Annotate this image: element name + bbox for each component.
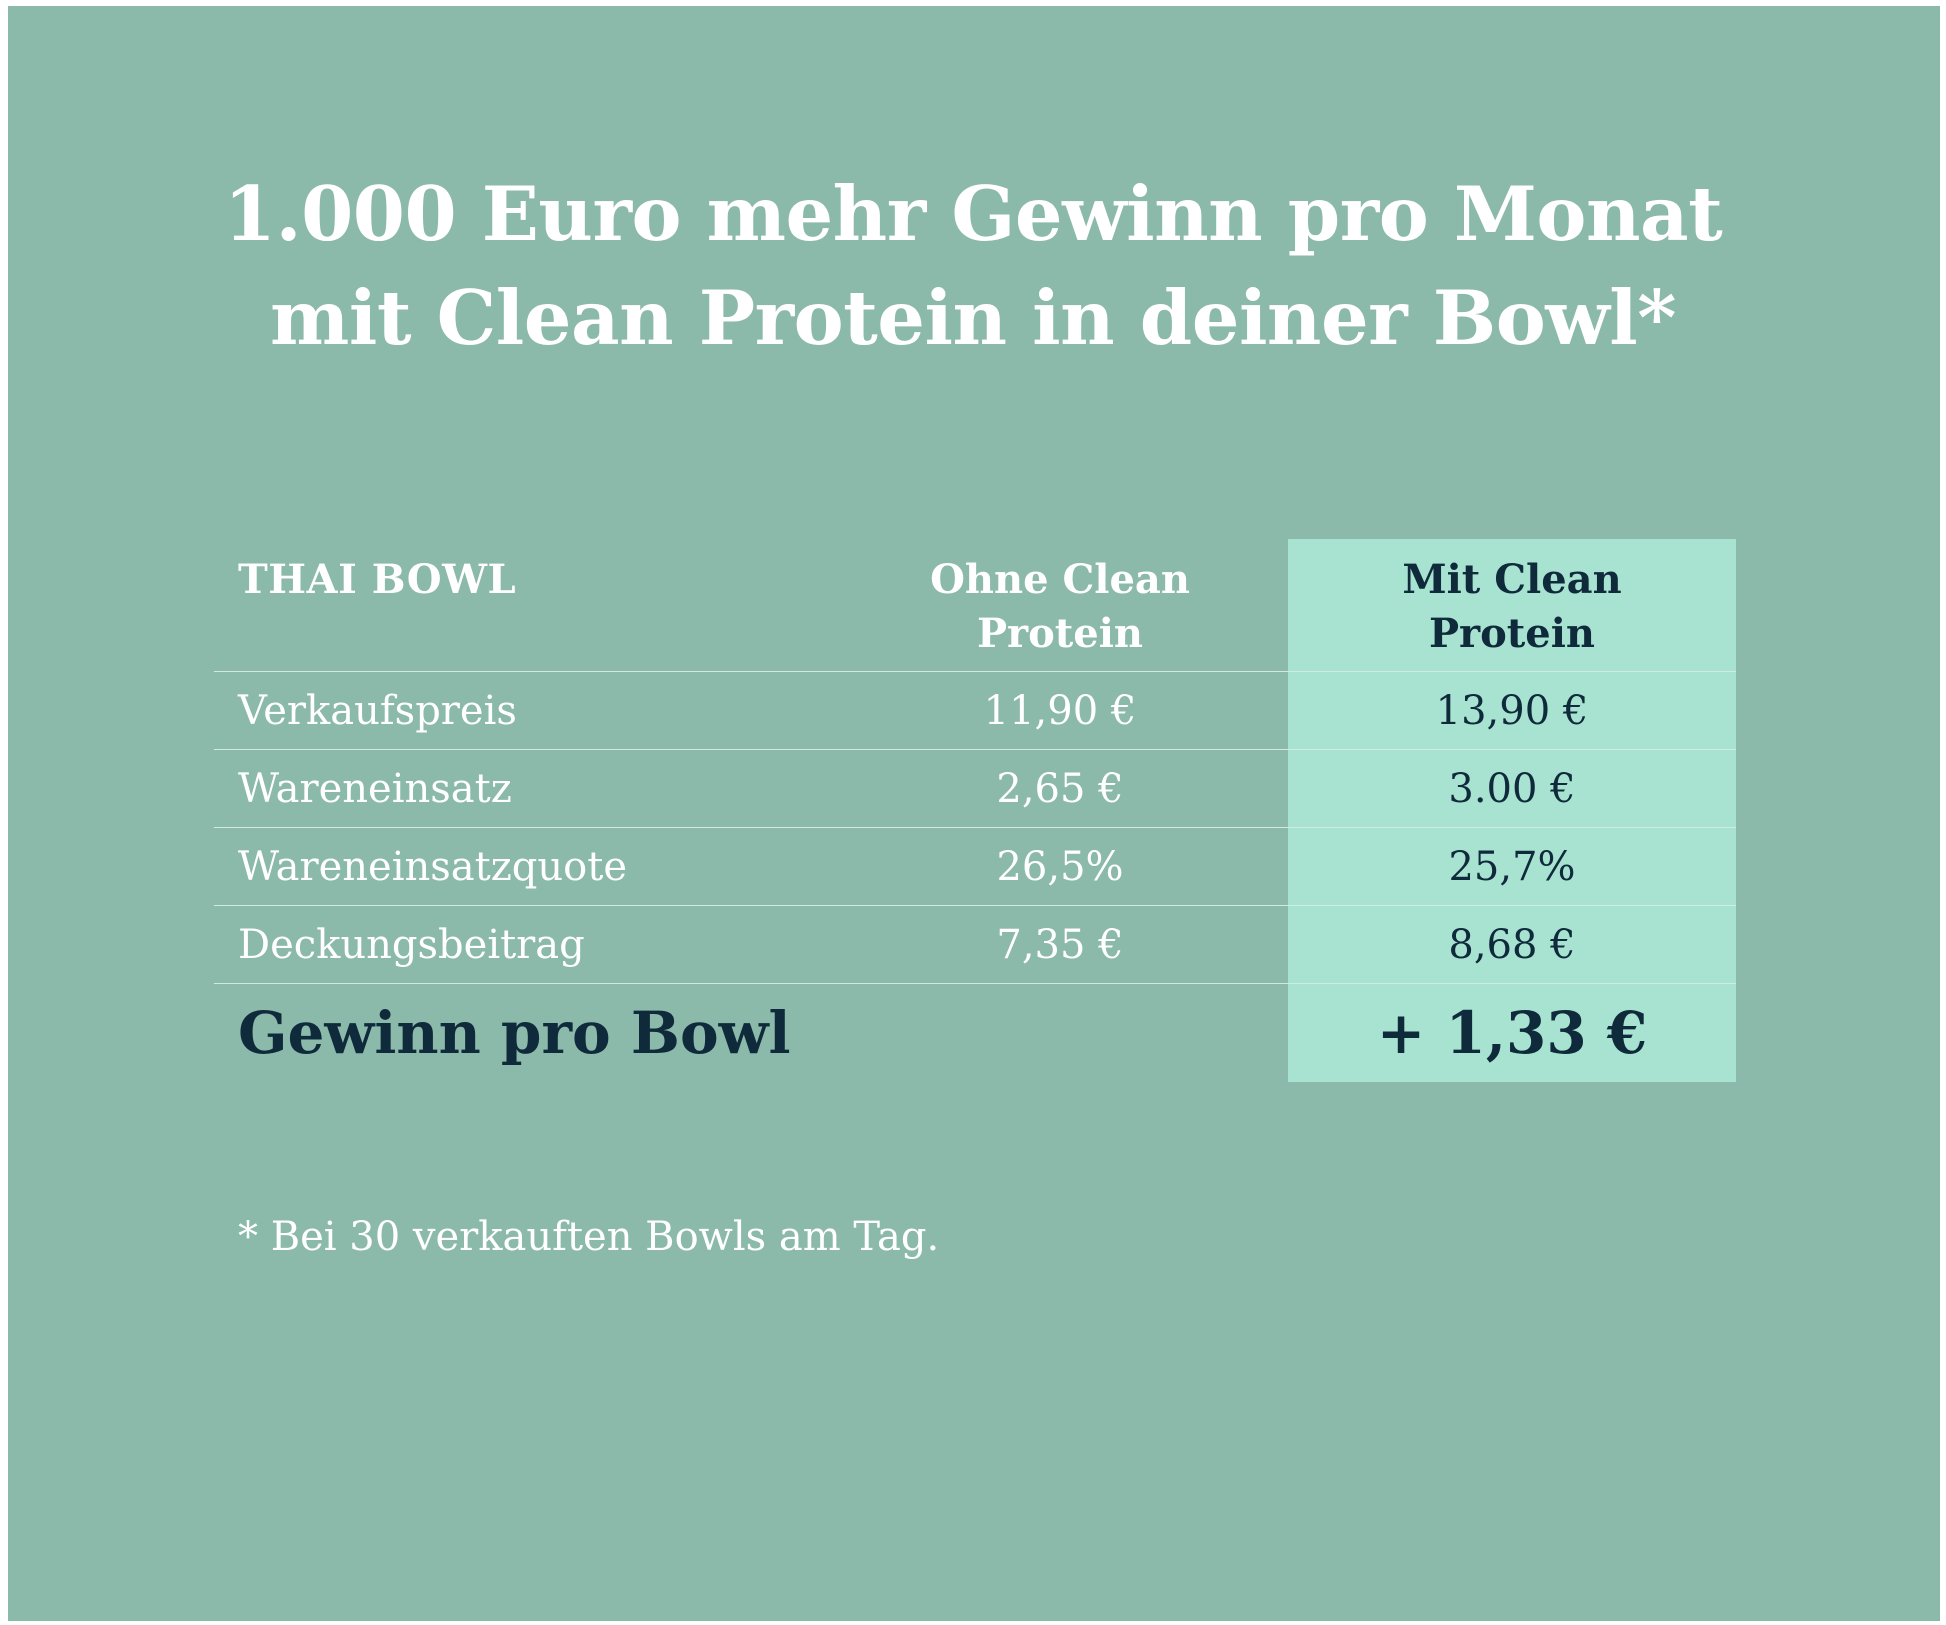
value-with: 8,68 € [1448, 922, 1576, 968]
title-line-1: 1.000 Euro mehr Gewinn pro Monat [223, 170, 1723, 258]
table-row: Wareneinsatzquote 26,5% 25,7% [0, 828, 1946, 906]
row-label: Wareneinsatzquote [238, 844, 627, 890]
column-header-without-line-2: Protein [976, 610, 1144, 657]
column-header-without: Ohne Clean Protein [860, 553, 1260, 661]
column-header-with-line-1: Mit Clean [1402, 556, 1622, 603]
column-header-without-line-1: Ohne Clean [930, 556, 1190, 603]
row-divider [214, 671, 1736, 672]
value-without: 7,35 € [996, 922, 1124, 968]
total-value: + 1,33 € [1376, 999, 1648, 1067]
total-label: Gewinn pro Bowl [238, 999, 791, 1067]
value-with: 3.00 € [1448, 766, 1576, 812]
table-header-label: THAI BOWL [238, 556, 517, 603]
value-without: 26,5% [996, 844, 1124, 890]
value-with: 25,7% [1448, 844, 1576, 890]
table-row: Verkaufspreis 11,90 € 13,90 € [0, 672, 1946, 750]
highlight-column [1288, 539, 1736, 1082]
column-header-with: Mit Clean Protein [1288, 553, 1736, 661]
page-title: 1.000 Euro mehr Gewinn pro Monat mit Cle… [0, 162, 1946, 370]
row-divider [214, 905, 1736, 906]
title-line-2: mit Clean Protein in deiner Bowl* [269, 274, 1677, 362]
row-divider [214, 827, 1736, 828]
row-label: Wareneinsatz [238, 766, 512, 812]
row-label: Deckungsbeitrag [238, 922, 585, 968]
row-divider [214, 749, 1736, 750]
table-row: Deckungsbeitrag 7,35 € 8,68 € [0, 906, 1946, 984]
row-label: Verkaufspreis [238, 688, 517, 734]
value-without: 11,90 € [983, 688, 1137, 734]
column-header-with-line-2: Protein [1428, 610, 1596, 657]
row-divider [214, 983, 1736, 984]
value-with: 13,90 € [1435, 688, 1589, 734]
value-without: 2,65 € [996, 766, 1124, 812]
table-row: Wareneinsatz 2,65 € 3.00 € [0, 750, 1946, 828]
footnote: * Bei 30 verkauften Bowls am Tag. [238, 1214, 940, 1260]
